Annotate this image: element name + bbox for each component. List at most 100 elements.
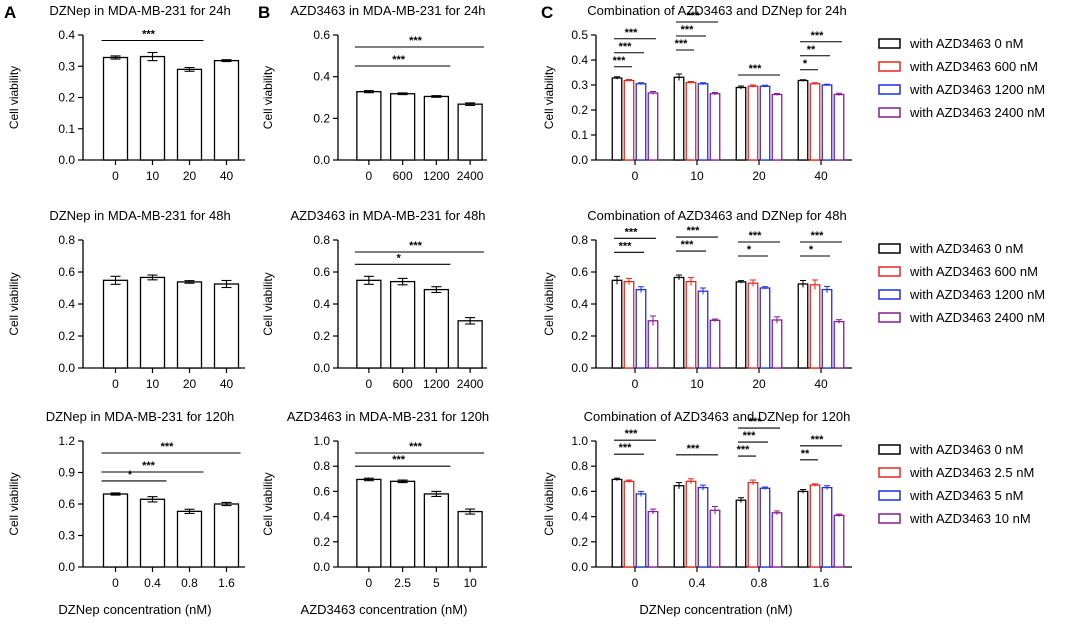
- bar: [423, 95, 450, 161]
- chart-1: DZNep in MDA-MB-231 for 24h 0.0 0.1 0.2 0.3 0…: [7, 3, 245, 183]
- bar: [176, 68, 203, 161]
- y-tick-label: 0.4: [58, 28, 75, 42]
- bar: [685, 480, 697, 568]
- bar: [611, 77, 623, 161]
- legend-label: with AZD3463 5 nM: [909, 488, 1023, 503]
- significance-stars: ***: [409, 441, 423, 453]
- legend-swatch: [878, 312, 901, 323]
- chart-title: DZNep in MDA-MB-231 for 120h: [46, 409, 235, 424]
- bar: [457, 510, 483, 568]
- bar: [623, 79, 635, 161]
- y-tick-label: 0.2: [571, 103, 588, 117]
- significance-stars: ***: [687, 443, 701, 455]
- bar: [102, 493, 129, 568]
- bar: [697, 290, 709, 369]
- chart-title: Combination of AZD3463 and DZNep for 48h: [587, 208, 846, 223]
- bar: [423, 493, 450, 568]
- significance-stars: ***: [675, 38, 689, 50]
- y-axis-label: Cell viability: [261, 66, 275, 129]
- significance-stars: ***: [392, 54, 406, 66]
- legend-label: with AZD3463 2.5 nM: [909, 465, 1034, 480]
- bar: [673, 76, 685, 161]
- x-tick-label: 40: [814, 377, 828, 391]
- legend-swatch: [878, 490, 901, 501]
- bar: [389, 480, 416, 568]
- significance-stars: ***: [619, 41, 633, 53]
- significance-stars: ***: [681, 239, 695, 251]
- chart-8: AZD3463 in MDA-MB-231 for 120h 0.0 0.2 0.4 0…: [261, 409, 489, 590]
- legend-swatch: [878, 107, 901, 118]
- y-tick-label: 0.2: [58, 91, 75, 105]
- chart-6: Combination of AZD3463 and DZNep for 48h…: [542, 208, 1045, 391]
- y-tick-label: 0.3: [58, 59, 75, 73]
- x-tick-label: 2400: [457, 169, 484, 183]
- y-tick-label: 0.8: [58, 233, 75, 247]
- x-axis-title-b: AZD3463 concentration (nM): [301, 602, 468, 617]
- bar: [809, 484, 821, 568]
- bar: [457, 320, 483, 369]
- x-tick-label: 2.5: [394, 576, 411, 590]
- y-tick-label: 0.2: [58, 329, 75, 343]
- bar: [697, 486, 709, 568]
- bar: [102, 56, 129, 161]
- x-tick-label: 40: [814, 169, 828, 183]
- bar: [213, 59, 240, 161]
- bar: [797, 490, 809, 568]
- bar: [139, 55, 166, 161]
- y-tick-label: 0.6: [313, 484, 330, 498]
- bar: [685, 280, 697, 369]
- legend-swatch: [878, 513, 901, 524]
- bar: [747, 85, 759, 161]
- significance-stars: **: [807, 44, 816, 56]
- x-tick-label: 2400: [457, 377, 484, 391]
- significance-stars: ***: [811, 434, 825, 446]
- y-tick-label: 0.8: [313, 459, 330, 473]
- x-tick-label: 0: [112, 169, 119, 183]
- y-tick-label: 0.4: [571, 297, 588, 311]
- significance-stars: *: [809, 244, 814, 256]
- bar: [771, 512, 783, 568]
- y-tick-label: 0.0: [58, 153, 75, 167]
- significance-stars: ***: [811, 230, 825, 242]
- y-tick-label: 0.4: [313, 70, 330, 84]
- bar: [635, 288, 647, 369]
- significance-stars: ***: [687, 225, 701, 237]
- bar: [457, 103, 483, 161]
- bar: [611, 279, 623, 369]
- legend-swatch: [878, 243, 901, 254]
- y-tick-label: 0.4: [571, 53, 588, 67]
- significance-stars: ***: [409, 240, 423, 252]
- legend-label: with AZD3463 1200 nM: [909, 287, 1045, 302]
- significance-stars: ***: [743, 430, 757, 442]
- y-tick-label: 0.0: [571, 153, 588, 167]
- x-tick-label: 600: [393, 377, 413, 391]
- bar: [709, 93, 721, 161]
- bar: [759, 487, 771, 568]
- y-axis-label: Cell viability: [261, 472, 275, 535]
- significance-stars: ***: [811, 30, 825, 42]
- chart-title: Combination of AZD3463 and DZNep for 120…: [584, 409, 851, 424]
- x-tick-label: 600: [393, 169, 413, 183]
- significance-stars: ***: [409, 35, 423, 47]
- y-tick-label: 0.0: [58, 560, 75, 574]
- legend-label: with AZD3463 600 nM: [909, 59, 1038, 74]
- significance-stars: *: [803, 58, 808, 70]
- bar: [735, 86, 747, 161]
- y-tick-label: 0.0: [313, 560, 330, 574]
- panel-letter-c: C: [541, 3, 553, 22]
- y-tick-label: 0.3: [58, 529, 75, 543]
- legend-label: with AZD3463 1200 nM: [909, 82, 1045, 97]
- x-tick-label: 20: [752, 169, 766, 183]
- bar: [759, 287, 771, 369]
- x-axis-title-a: DZNep concentration (nM): [58, 602, 211, 617]
- y-tick-label: 0.6: [571, 484, 588, 498]
- significance-stars: ***: [749, 63, 763, 75]
- y-tick-label: 0.6: [58, 497, 75, 511]
- bar: [389, 280, 416, 369]
- chart-title: AZD3463 in MDA-MB-231 for 120h: [287, 409, 489, 424]
- y-tick-label: 0.0: [58, 361, 75, 375]
- y-tick-label: 0.6: [313, 265, 330, 279]
- bar: [356, 91, 382, 161]
- chart-grid: DZNep in MDA-MB-231 for 24h 0.0 0.1 0.2 0.3 0…: [7, 3, 1045, 590]
- significance-stars: ***: [625, 428, 639, 440]
